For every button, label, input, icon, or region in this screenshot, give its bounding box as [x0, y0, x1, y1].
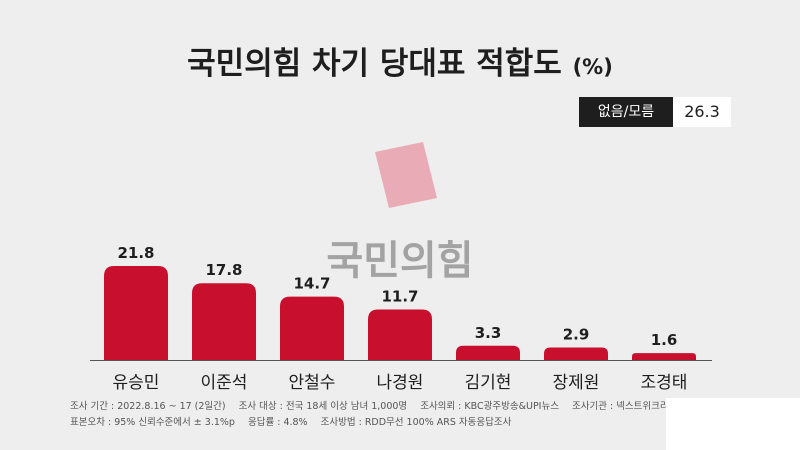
chart-title: 국민의힘 차기 당대표 적합도 (%) — [0, 38, 800, 83]
footer-error: 표본오차 : 95% 신뢰수준에서 ± 3.1%p — [70, 417, 235, 428]
bar-chart: 21.8 유승민 17.8 이준석 14.7 안철수 11.7 나경원 3.3 김기현 2.9 장제원… — [90, 244, 712, 393]
category-label-2: 이준석 — [201, 373, 248, 393]
value-label-7: 1.6 — [651, 331, 678, 349]
no-opinion-label: 없음/모름 — [579, 97, 673, 127]
category-label-5: 김기현 — [465, 373, 512, 393]
footer-period: 조사 기간 : 2022.8.16 ~ 17 (2일간) — [70, 401, 226, 412]
footer-method: 조사방법 : RDD무선 100% ARS 자동응답조사 — [320, 417, 512, 428]
no-opinion-value: 26.3 — [673, 97, 731, 127]
value-label-3: 14.7 — [293, 275, 330, 293]
title-unit: (%) — [572, 55, 613, 79]
category-label-3: 안철수 — [289, 373, 336, 393]
footer-target: 조사 대상 : 전국 18세 이상 남녀 1,000명 — [238, 401, 408, 412]
bar-4 — [368, 309, 432, 360]
bar-3 — [280, 296, 344, 360]
value-label-2: 17.8 — [205, 261, 242, 279]
party-logo-icon — [375, 142, 437, 208]
value-label-5: 3.3 — [475, 324, 502, 342]
bar-7 — [632, 353, 696, 360]
watermark-text: 국민의힘 — [326, 238, 474, 284]
survey-footer: 조사 기간 : 2022.8.16 ~ 17 (2일간) 조사 대상 : 전국 … — [70, 399, 670, 431]
footer-line-2: 표본오차 : 95% 신뢰수준에서 ± 3.1%p 응답률 : 4.8% 조사방… — [70, 415, 670, 431]
bar-5 — [456, 345, 520, 360]
category-label-7: 조경태 — [641, 373, 688, 393]
bar-6 — [544, 347, 608, 360]
blank-overlay — [666, 398, 800, 450]
category-label-6: 장제원 — [553, 373, 600, 393]
no-opinion-box: 없음/모름 26.3 — [579, 97, 731, 127]
bar-1 — [104, 266, 168, 360]
footer-client: 조사의뢰 : KBC광주방송&UPI뉴스 — [420, 401, 559, 412]
category-label-1: 유승민 — [113, 373, 160, 393]
title-text: 국민의힘 차기 당대표 적합도 — [187, 46, 562, 82]
bar-2 — [192, 283, 256, 360]
value-label-4: 11.7 — [381, 288, 418, 306]
footer-agency: 조사기관 : 넥스트위크리서치 — [571, 401, 670, 412]
value-label-6: 2.9 — [563, 325, 590, 343]
category-label-4: 나경원 — [377, 373, 424, 393]
footer-line-1: 조사 기간 : 2022.8.16 ~ 17 (2일간) 조사 대상 : 전국 … — [70, 399, 670, 415]
footer-response-rate: 응답률 : 4.8% — [247, 417, 308, 428]
value-label-1: 21.8 — [117, 244, 154, 262]
